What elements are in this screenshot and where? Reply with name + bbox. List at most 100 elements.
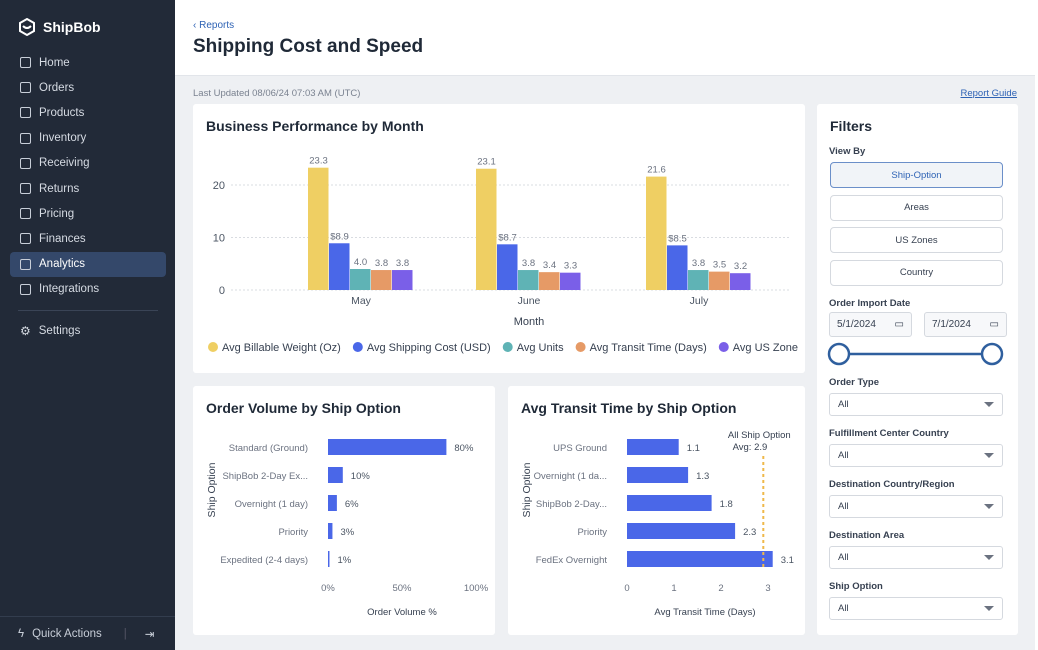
sidebar-item-integrations[interactable]: Integrations	[10, 277, 166, 302]
x-tick-label: 100%	[464, 583, 489, 594]
x-axis-title: Order Volume %	[367, 607, 437, 618]
archive-icon	[20, 132, 31, 144]
sidebar-item-label: Inventory	[39, 132, 87, 145]
data-label: 1%	[337, 555, 351, 566]
y-tick-label: 10	[213, 233, 225, 245]
bar	[308, 167, 329, 290]
sidebar-item-receiving[interactable]: Receiving	[10, 151, 166, 176]
transit-time-card: Avg Transit Time by Ship Option Ship Opt…	[508, 386, 805, 635]
category-label: Overnight (1 da...	[534, 471, 607, 482]
data-label: 3.8	[692, 258, 705, 269]
reference-label: All Ship Option	[728, 430, 791, 441]
data-label: 80%	[454, 443, 474, 454]
data-label: 3%	[340, 527, 354, 538]
bar	[709, 271, 730, 290]
filter-label: Destination Country/Region	[829, 479, 955, 490]
receiving-icon	[20, 157, 31, 169]
view-by-label: View By	[829, 146, 866, 157]
back-link[interactable]: ‹ Reports	[193, 20, 235, 31]
bar	[688, 270, 709, 290]
date-to-input[interactable]: 7/1/2024 ▭	[924, 312, 1007, 337]
data-label: 3.3	[564, 261, 577, 272]
x-tick-label: 3	[765, 583, 770, 594]
view-by-areas-button[interactable]: Areas	[830, 194, 1003, 221]
x-tick-label: May	[351, 295, 372, 307]
y-tick-label: 0	[219, 285, 225, 297]
bar	[328, 551, 330, 567]
y-axis-title: Ship Option	[206, 462, 218, 517]
shipbob-logo[interactable]: ShipBob	[18, 18, 101, 36]
sidebar-item-settings[interactable]: ⚙ Settings	[10, 319, 166, 344]
box-logo-icon	[19, 18, 35, 36]
data-label: 4.0	[354, 257, 367, 268]
calendar-icon[interactable]: ▭	[894, 319, 904, 330]
data-label: $8.7	[498, 232, 517, 243]
destination-country-region-select[interactable]: All	[829, 495, 1003, 518]
order-import-date-label: Order Import Date	[829, 298, 911, 309]
bar	[328, 439, 447, 455]
x-tick-label: 0	[624, 583, 629, 594]
sidebar-item-pricing[interactable]: Pricing	[10, 201, 166, 226]
quick-actions-button[interactable]: Quick Actions	[32, 627, 102, 640]
category-label: Priority	[278, 527, 308, 538]
bar	[627, 467, 689, 483]
destination-area-select[interactable]: All	[829, 546, 1003, 569]
slider-handle-start[interactable]	[827, 342, 851, 366]
select-value: All	[838, 450, 849, 461]
bar	[539, 272, 560, 290]
brand-name: ShipBob	[43, 19, 101, 35]
x-tick-label: 2	[718, 583, 723, 594]
report-guide-link[interactable]: Report Guide	[960, 88, 1017, 99]
legend-marker	[208, 342, 218, 352]
sidebar-item-returns[interactable]: Returns	[10, 176, 166, 201]
ship-option-select[interactable]: All	[829, 597, 1003, 620]
legend-label: Avg Shipping Cost (USD)	[367, 342, 491, 354]
data-label: $8.5	[668, 233, 687, 244]
data-label: 3.8	[375, 258, 388, 269]
category-label: UPS Ground	[553, 443, 607, 454]
fulfillment-center-country-select[interactable]: All	[829, 444, 1003, 467]
sidebar-item-label: Pricing	[39, 207, 75, 220]
select-value: All	[838, 603, 849, 614]
legend-marker	[718, 342, 729, 352]
data-label: 1.8	[720, 499, 733, 510]
return-icon	[20, 183, 31, 195]
order-type-select[interactable]: All	[829, 393, 1003, 416]
x-axis-title: Month	[514, 316, 545, 328]
x-tick-label: 0%	[321, 583, 335, 594]
data-label: 23.1	[477, 157, 496, 168]
data-label: 3.2	[734, 261, 747, 272]
x-tick-label: 50%	[392, 583, 412, 594]
sidebar-item-home[interactable]: Home	[10, 50, 166, 75]
sidebar-item-analytics[interactable]: Analytics	[10, 251, 166, 277]
sidebar-item-orders[interactable]: Orders	[10, 75, 166, 100]
bar	[627, 523, 736, 539]
sidebar-item-finances[interactable]: Finances	[10, 226, 166, 251]
bar	[627, 495, 712, 511]
chart-icon	[20, 258, 31, 270]
bar	[328, 523, 333, 539]
sidebar-item-label: Orders	[39, 81, 75, 94]
bar	[392, 270, 413, 290]
y-axis-title: Ship Option	[521, 462, 533, 517]
select-value: All	[838, 552, 849, 563]
slider-handle-end[interactable]	[980, 342, 1004, 366]
separator: |	[123, 627, 127, 640]
order-volume-chart: Ship Option Standard (Ground) 80% ShipBob 2…	[206, 439, 489, 618]
view-by-country-button[interactable]: Country	[830, 259, 1003, 286]
transit-time-chart: Ship Option UPS Ground 1.1 Overnight (1 da.…	[521, 430, 794, 618]
x-tick-label: July	[690, 295, 709, 307]
date-from-input[interactable]: 5/1/2024 ▭	[829, 312, 912, 337]
legend-label: Avg Units	[517, 342, 564, 354]
view-by-us-zones-button[interactable]: US Zones	[830, 227, 1003, 253]
view-by-ship-option-button[interactable]: Ship-Option	[830, 162, 1003, 188]
logout-icon[interactable]: ⇥	[144, 628, 155, 641]
filter-label: Destination Area	[829, 530, 905, 541]
sidebar-item-products[interactable]: Products	[10, 100, 166, 125]
calendar-icon[interactable]: ▭	[989, 319, 999, 330]
date-range-slider[interactable]	[817, 340, 1018, 370]
card-title: Avg Transit Time by Ship Option	[521, 400, 737, 416]
bar	[730, 273, 751, 290]
data-label: $8.9	[330, 231, 349, 242]
sidebar-item-inventory[interactable]: Inventory	[10, 126, 166, 151]
